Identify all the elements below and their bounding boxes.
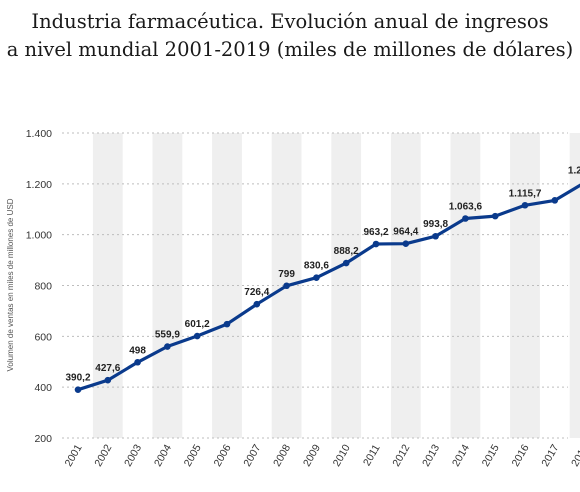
background-band <box>390 133 421 438</box>
x-tick-label: 2006 <box>212 442 234 468</box>
data-point <box>223 320 231 328</box>
data-label: 1.204,8 <box>568 166 580 177</box>
data-label: 427,6 <box>95 363 120 374</box>
background-band <box>331 133 362 438</box>
x-tick-label: 2018 <box>569 442 580 468</box>
background-band <box>510 133 540 438</box>
data-point <box>74 386 82 393</box>
data-point <box>134 358 141 366</box>
data-point <box>491 212 499 220</box>
data-label: 964,4 <box>393 227 418 238</box>
data-point <box>372 240 380 248</box>
x-tick-label: 2011 <box>361 442 383 468</box>
data-label: 601,2 <box>185 319 210 330</box>
background-band <box>450 133 481 438</box>
data-label: 888,2 <box>334 246 359 257</box>
y-axis-label: Volumen de ventas en miles de millones d… <box>6 198 15 371</box>
data-label: 963,2 <box>363 227 388 238</box>
data-point <box>551 197 559 204</box>
data-points <box>74 197 559 393</box>
gridlines <box>62 132 568 439</box>
data-label: 830,6 <box>304 261 329 272</box>
data-point <box>193 332 201 340</box>
data-point <box>283 282 290 290</box>
x-tick-label: 2002 <box>92 442 114 468</box>
data-label: 559,9 <box>155 330 180 341</box>
x-axis-ticks: 2001 2002 2003 2004 2005 2006 2007 2008 2009 2010… <box>63 442 580 468</box>
data-point <box>342 259 350 267</box>
data-label: 1.063,6 <box>449 202 483 213</box>
y-tick-label: 400 <box>34 382 52 394</box>
alternating-bands <box>92 133 580 438</box>
data-point <box>462 215 469 222</box>
data-point <box>402 240 410 248</box>
data-label: 993,8 <box>423 219 448 230</box>
chart-title: Industria farmacéutica. Evolución anual … <box>0 8 580 64</box>
y-tick-label: 800 <box>34 281 52 293</box>
chart-title-line-1: Industria farmacéutica. Evolución anual … <box>31 10 549 33</box>
x-tick-label: 2005 <box>182 442 204 468</box>
y-tick-label: 600 <box>34 331 52 343</box>
data-labels: 390,2 427,6 498 559,9 601,2 726,4 799 830,6 888,… <box>65 166 580 384</box>
y-tick-label: 1.000 <box>26 230 52 242</box>
data-point <box>432 232 439 240</box>
x-tick-label: 2012 <box>390 442 412 468</box>
data-label: 1.115,7 <box>509 188 542 199</box>
data-label: 799 <box>278 269 295 280</box>
data-label: 726,4 <box>244 287 269 298</box>
data-point <box>521 201 529 209</box>
x-tick-label: 2008 <box>271 442 293 468</box>
data-point <box>104 376 112 384</box>
chart-title-line-2: a nivel mundial 2001-2019 (miles de mill… <box>6 38 574 61</box>
y-tick-label: 1.200 <box>26 179 52 191</box>
x-tick-label: 2014 <box>450 442 472 468</box>
x-tick-label: 2010 <box>331 442 353 468</box>
data-point <box>253 300 261 308</box>
x-tick-label: 2007 <box>241 442 263 468</box>
background-band <box>569 133 580 438</box>
y-tick-label: 1.400 <box>26 128 52 140</box>
x-tick-label: 2013 <box>420 442 442 468</box>
x-tick-label: 2016 <box>510 442 532 468</box>
y-axis-ticks: 200 400 600 800 1.000 1.200 1.400 <box>26 128 52 445</box>
x-tick-label: 2015 <box>480 442 502 468</box>
data-point <box>164 343 171 350</box>
x-tick-label: 2017 <box>539 442 561 468</box>
x-tick-label: 2001 <box>63 442 85 468</box>
y-tick-label: 200 <box>34 433 52 445</box>
data-point <box>313 274 320 282</box>
x-tick-label: 2003 <box>122 442 144 468</box>
data-label: 390,2 <box>65 373 90 384</box>
x-tick-label: 2009 <box>301 442 323 468</box>
data-label: 498 <box>129 345 146 356</box>
x-tick-label: 2004 <box>152 442 174 468</box>
